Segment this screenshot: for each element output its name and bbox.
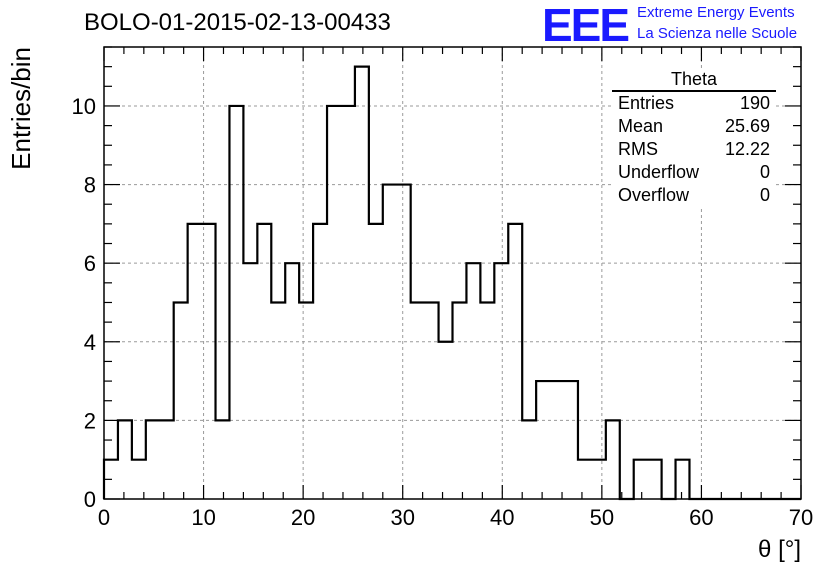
histogram-bin [634, 460, 648, 499]
x-tick-label: 10 [191, 505, 215, 530]
stats-row-rms: RMS 12.22 [612, 138, 776, 161]
histogram-bin [564, 381, 578, 499]
x-tick-label: 30 [390, 505, 414, 530]
stats-title: Theta [612, 68, 776, 92]
y-tick-label: 4 [84, 330, 96, 355]
histogram-bin [355, 67, 369, 499]
histogram-bin [313, 224, 327, 499]
histogram-bin [118, 420, 132, 499]
stats-box: Theta Entries 190 Mean 25.69 RMS 12.22 U… [612, 68, 776, 207]
histogram-bin [146, 420, 160, 499]
stats-value: 25.69 [724, 116, 770, 136]
y-tick-label: 6 [84, 251, 96, 276]
histogram-bin [369, 224, 383, 499]
histogram-bin [299, 302, 313, 499]
y-tick-label: 2 [84, 408, 96, 433]
histogram-bin [341, 106, 355, 499]
histogram-bin [550, 381, 564, 499]
stats-value: 0 [759, 185, 770, 205]
histogram-bin [606, 420, 620, 499]
stats-row-entries: Entries 190 [612, 92, 776, 115]
histogram-bin [327, 106, 341, 499]
x-tick-label: 50 [590, 505, 614, 530]
histogram-bin [494, 263, 508, 499]
histogram-bin [453, 302, 467, 499]
stats-label: Underflow [618, 162, 700, 182]
histogram-bin [174, 302, 188, 499]
y-tick-label: 8 [84, 173, 96, 198]
stats-label: Mean [618, 116, 664, 136]
y-tick-label: 0 [84, 487, 96, 512]
stats-label: RMS [618, 139, 658, 159]
org-name: Extreme Energy Events [637, 4, 795, 21]
histogram-bin [425, 302, 439, 499]
x-tick-label: 0 [98, 505, 110, 530]
x-axis-label: θ [°] [758, 536, 801, 563]
histogram-bin [216, 420, 230, 499]
histogram-bin [202, 224, 216, 499]
histogram-bin [243, 263, 257, 499]
histogram-bin [229, 106, 243, 499]
histogram-bin [271, 302, 285, 499]
y-tick-label: 10 [72, 94, 96, 119]
run-title: BOLO-01-2015-02-13-00433 [84, 9, 391, 36]
histogram-bin [508, 224, 522, 499]
histogram-bin [439, 342, 453, 499]
x-tick-label: 40 [490, 505, 514, 530]
y-axis-label: Entries/bin [6, 47, 36, 170]
stats-label: Entries [618, 93, 675, 113]
histogram-bin [480, 302, 494, 499]
stats-row-underflow: Underflow 0 [612, 161, 776, 184]
eee-logo: EEE [542, 0, 630, 51]
stats-label: Overflow [618, 185, 690, 205]
histogram-bin [592, 460, 606, 499]
org-subtitle: La Scienza nelle Scuole [637, 25, 798, 42]
histogram-bin [411, 302, 425, 499]
stats-value: 0 [759, 162, 770, 182]
stats-row-mean: Mean 25.69 [612, 115, 776, 138]
histogram-bin [160, 420, 174, 499]
plot-frame [103, 46, 802, 500]
histogram-bin [285, 263, 299, 499]
histogram-outline [102, 65, 801, 501]
histogram-bin [257, 224, 271, 499]
histogram-bin [536, 381, 550, 499]
histogram-bin [188, 224, 202, 499]
stats-row-overflow: Overflow 0 [612, 184, 776, 207]
histogram-bin [522, 420, 536, 499]
histogram-bin [676, 460, 690, 499]
histogram-bin [397, 185, 411, 499]
x-tick-label: 70 [789, 505, 813, 530]
histogram-bin [466, 263, 480, 499]
x-tick-label: 20 [291, 505, 315, 530]
stats-value: 190 [739, 93, 770, 113]
stats-value: 12.22 [724, 139, 770, 159]
histogram-bin [578, 460, 592, 499]
histogram-bin [383, 185, 397, 499]
histogram-bin [648, 460, 662, 499]
x-tick-label: 60 [689, 505, 713, 530]
